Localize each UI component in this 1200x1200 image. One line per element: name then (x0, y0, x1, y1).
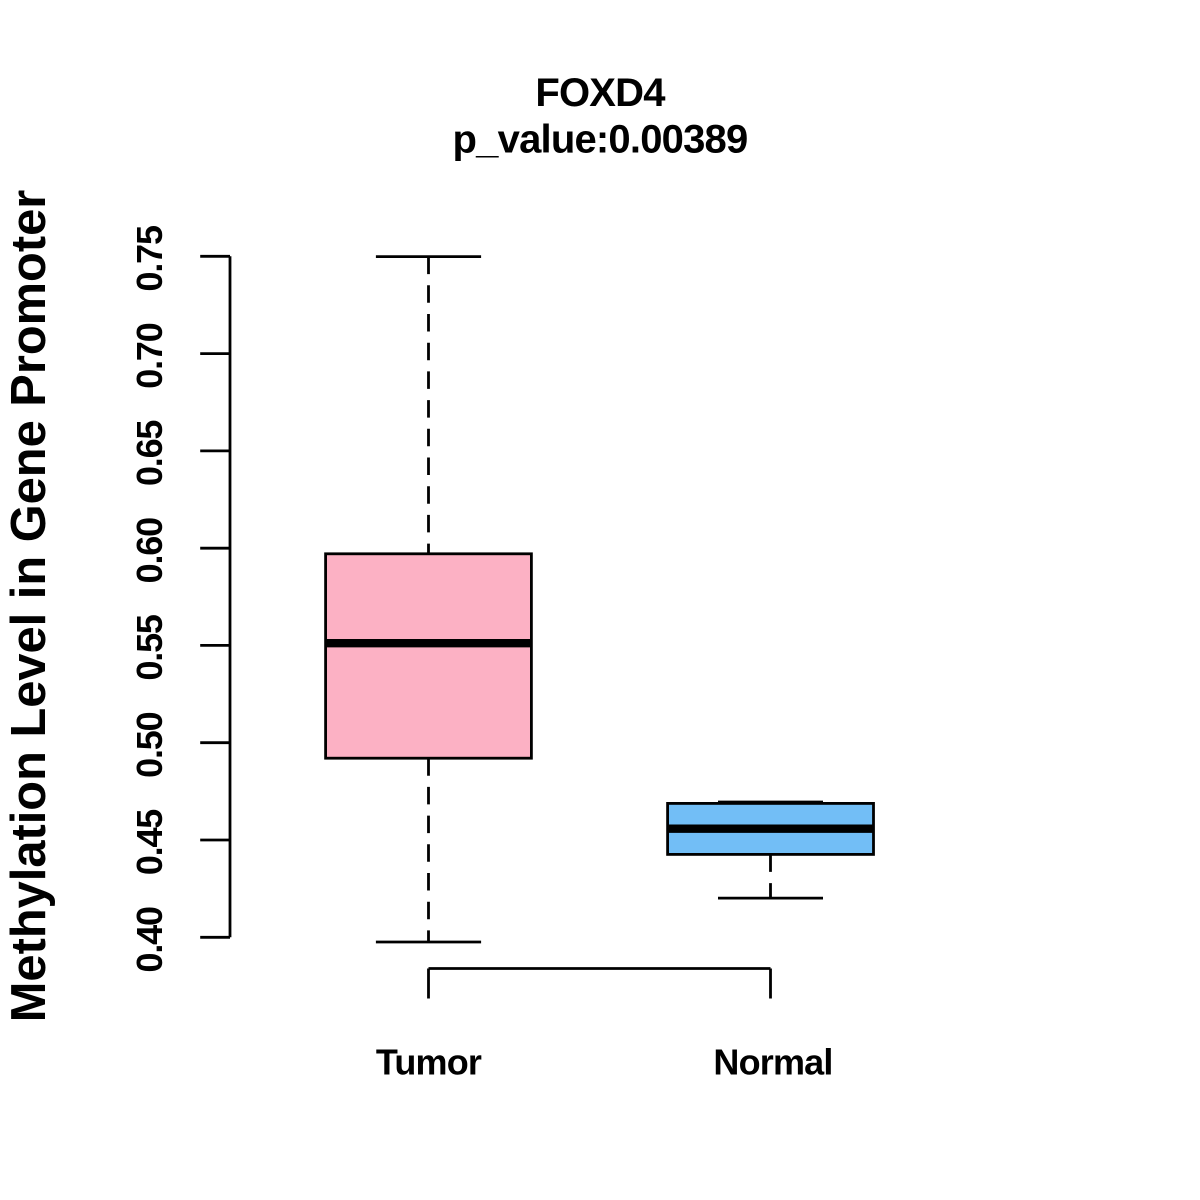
svg-text:Normal: Normal (713, 1042, 832, 1083)
svg-text:0.55: 0.55 (129, 614, 170, 680)
svg-text:Tumor: Tumor (376, 1042, 482, 1083)
svg-text:FOXD4: FOXD4 (535, 71, 666, 115)
svg-text:0.45: 0.45 (129, 809, 170, 875)
svg-text:0.40: 0.40 (129, 907, 170, 972)
svg-text:Methylation Level in Gene Prom: Methylation Level in Gene Promoter (2, 190, 56, 1022)
svg-text:0.60: 0.60 (129, 518, 170, 583)
svg-text:p_value:0.00389: p_value:0.00389 (453, 118, 748, 162)
svg-text:0.70: 0.70 (129, 323, 170, 388)
svg-text:0.50: 0.50 (129, 712, 170, 777)
svg-text:0.75: 0.75 (129, 225, 170, 291)
svg-text:0.65: 0.65 (129, 420, 170, 486)
